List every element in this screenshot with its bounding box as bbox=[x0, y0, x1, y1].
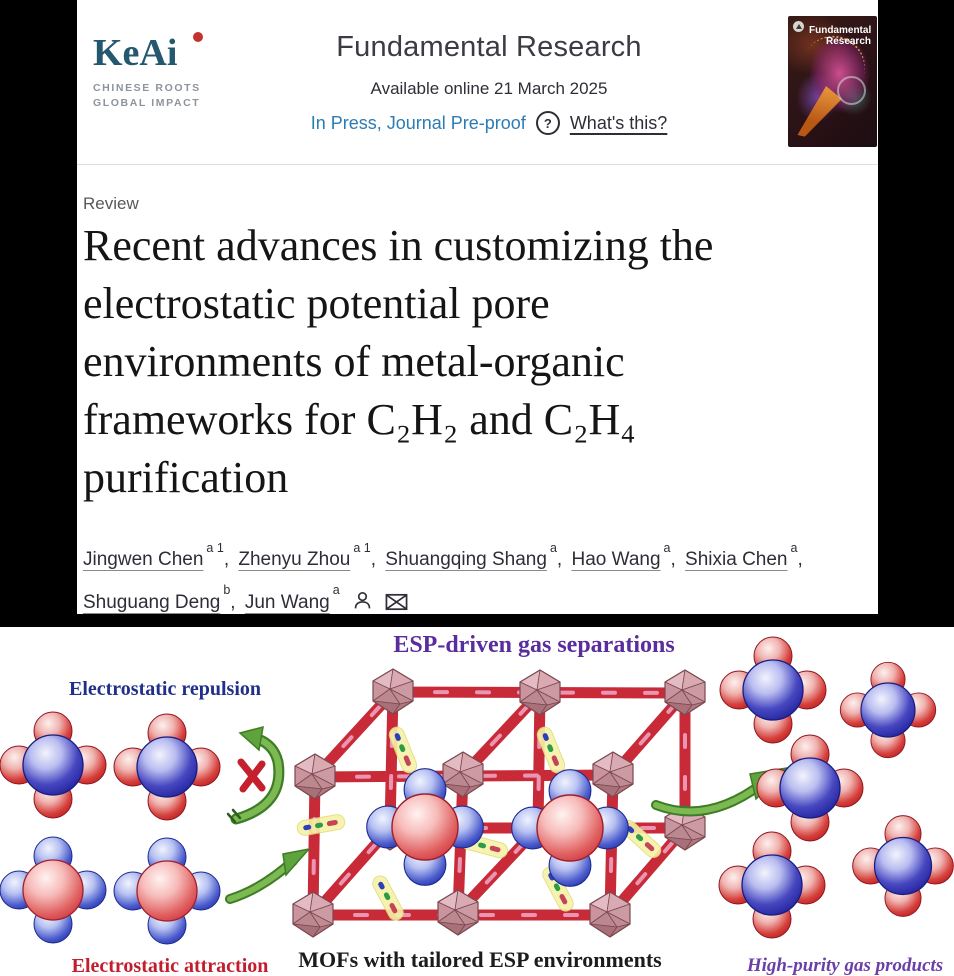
header-divider bbox=[77, 164, 878, 165]
author-affiliation-mark: a bbox=[549, 541, 557, 555]
author-separator: , bbox=[223, 549, 230, 571]
email-envelope-icon[interactable] bbox=[385, 588, 408, 624]
author-affiliation-mark: a bbox=[332, 583, 340, 598]
article-header-card: KeAi CHINESE ROOTS GLOBAL IMPACT Fundame… bbox=[77, 0, 878, 614]
keai-tagline-line2: GLOBAL IMPACT bbox=[93, 97, 201, 109]
arrow-head bbox=[282, 847, 312, 877]
author-affiliation-mark: a 1 bbox=[206, 541, 224, 555]
journal-header: Fundamental Research Available online 21… bbox=[259, 0, 719, 135]
blocked-arrow bbox=[226, 725, 285, 825]
author-link[interactable]: Shuangqing Shanga bbox=[385, 541, 557, 570]
author-list: Jingwen Chena 1, Zhenyu Zhoua 1, Shuangq… bbox=[83, 536, 875, 624]
author-link[interactable]: Shixia Chena bbox=[685, 541, 797, 570]
repulsion-molecules bbox=[0, 711, 221, 821]
whats-this-link[interactable]: What's this? bbox=[569, 112, 668, 133]
interaction-arrow-capsule bbox=[295, 812, 347, 838]
author-separator: , bbox=[797, 549, 803, 571]
keai-tagline-line1: CHINESE ROOTS bbox=[93, 82, 201, 94]
author-separator: , bbox=[230, 591, 236, 613]
author-link corresponding-author-link[interactable]: Jun Wanga bbox=[245, 583, 340, 612]
article-type-label: Review bbox=[83, 194, 139, 213]
cover-publisher-emblem-icon bbox=[793, 21, 804, 32]
mof-caption-label: MOFs with tailored ESP environments bbox=[298, 947, 662, 972]
author-link[interactable]: Jingwen Chena 1 bbox=[83, 541, 224, 570]
author-separator: , bbox=[670, 549, 676, 571]
article-title: Recent advances in customizing the elect… bbox=[83, 217, 875, 507]
keai-wordmark: KeAi bbox=[93, 32, 178, 74]
author-affiliation-mark: a bbox=[663, 541, 671, 555]
high-purity-products-label: High-purity gas products bbox=[746, 955, 943, 976]
electrostatic-repulsion-label: Electrostatic repulsion bbox=[69, 678, 261, 700]
electrostatic-attraction-label: Electrostatic attraction bbox=[72, 955, 269, 976]
article-title-line2: electrostatic potential pore bbox=[83, 279, 550, 328]
help-question-icon[interactable]: ? bbox=[535, 111, 560, 135]
cover-art-ring bbox=[837, 76, 866, 105]
available-online-date: Available online 21 March 2025 bbox=[370, 79, 608, 98]
figure-top-label: ESP-driven gas separations bbox=[393, 632, 674, 658]
keai-logo-dot-icon bbox=[192, 32, 203, 42]
cover-journal-title: Fundamental Research bbox=[809, 25, 872, 47]
author-affiliation-mark: a bbox=[790, 541, 798, 555]
attraction-arrow bbox=[225, 847, 312, 904]
mof-framework bbox=[292, 668, 706, 938]
keai-logo[interactable]: KeAi CHINESE ROOTS GLOBAL IMPACT bbox=[93, 32, 203, 111]
attraction-molecules bbox=[0, 836, 221, 945]
journal-cover-thumbnail[interactable]: Fundamental Research bbox=[788, 16, 877, 147]
mof-struts bbox=[307, 686, 691, 921]
author-affiliation-mark: b bbox=[223, 583, 231, 598]
article-title-line5: purification bbox=[83, 453, 289, 502]
graphical-abstract-image[interactable]: ESP-driven gas separations Electrostatic… bbox=[0, 627, 954, 976]
author-link[interactable]: Zhenyu Zhoua 1 bbox=[238, 541, 370, 570]
keai-tagline: CHINESE ROOTS GLOBAL IMPACT bbox=[93, 81, 201, 111]
author-separator: , bbox=[370, 549, 377, 571]
author-link[interactable]: Shuguang Dengb bbox=[83, 583, 230, 612]
graphical-abstract-svg: ESP-driven gas separations Electrostatic… bbox=[0, 632, 954, 976]
article-title-line1: Recent advances in customizing the bbox=[83, 221, 714, 270]
author-separator: , bbox=[556, 549, 563, 571]
in-press-row: In Press, Journal Pre-proof ? What's thi… bbox=[259, 111, 719, 135]
corresponding-author-person-icon[interactable] bbox=[352, 588, 373, 624]
author-link[interactable]: Hao Wanga bbox=[571, 541, 670, 570]
article-title-line3: environments of metal-organic bbox=[83, 337, 625, 386]
arrow-head bbox=[238, 725, 264, 752]
article-title-line4: frameworks for C₂H₂ and C₂H₄ bbox=[83, 395, 636, 444]
author-affiliation-mark: a 1 bbox=[353, 541, 371, 555]
red-x-icon bbox=[237, 758, 266, 793]
in-press-link[interactable]: In Press, Journal Pre-proof bbox=[310, 112, 526, 133]
journal-title-link[interactable]: Fundamental Research bbox=[336, 31, 642, 63]
